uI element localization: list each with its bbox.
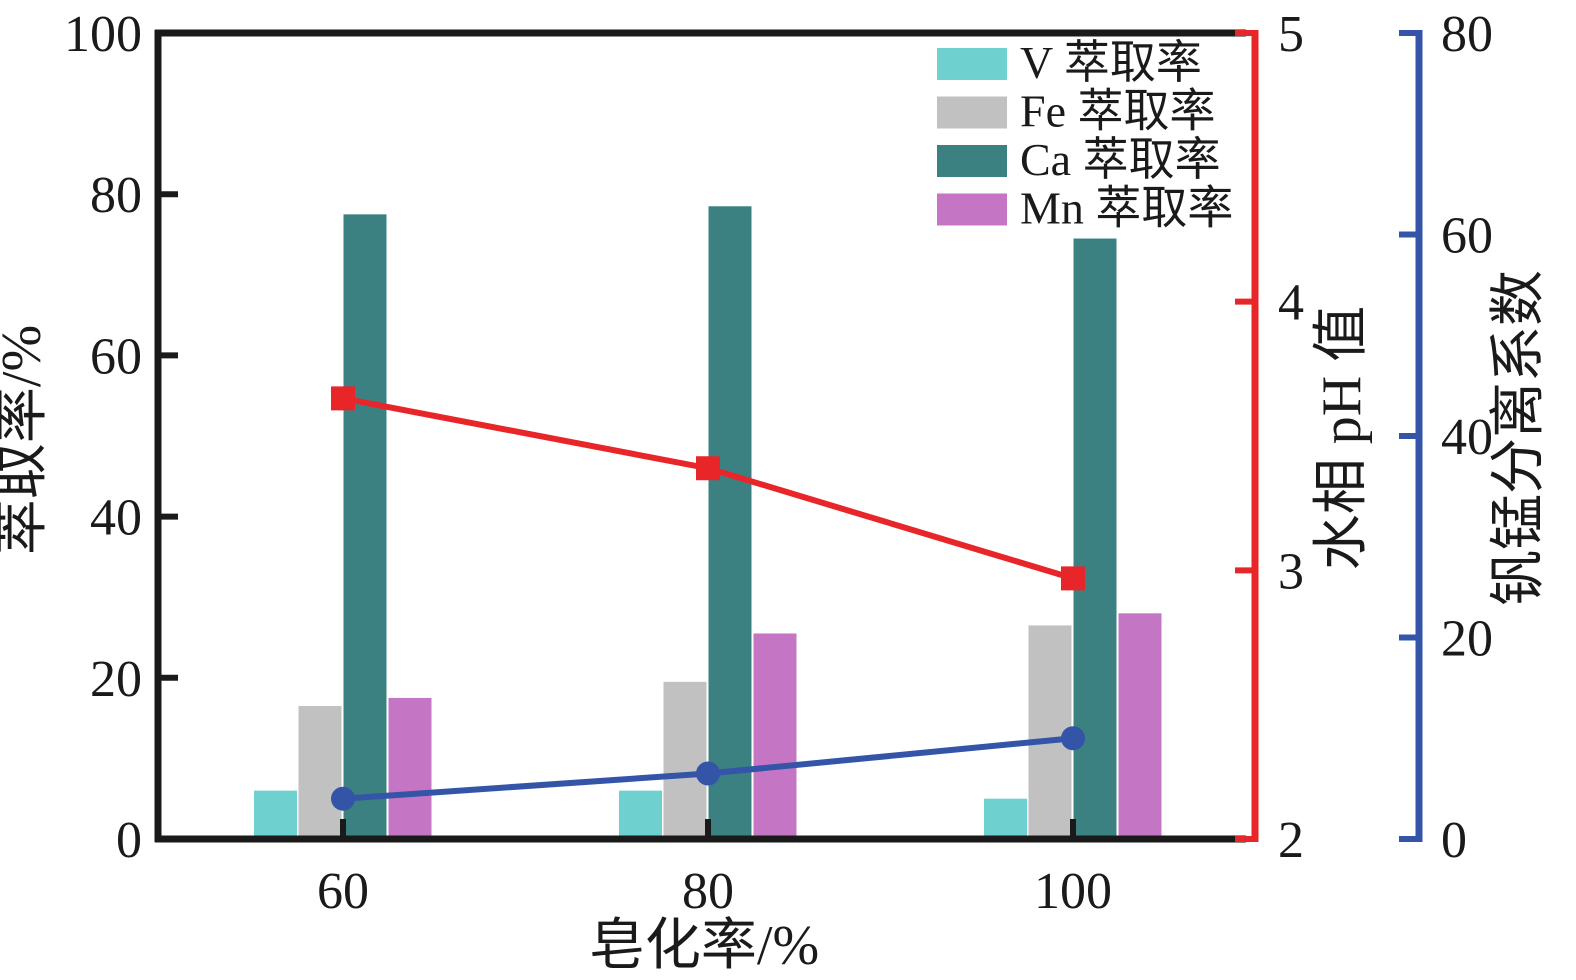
x-axis-title: 皂化率/% bbox=[589, 915, 819, 977]
marker-ph-60 bbox=[331, 386, 355, 411]
bar-ca-60 bbox=[343, 214, 387, 840]
legend-label-mn: Mn 萃取率 bbox=[1020, 183, 1233, 234]
x-tick-label-100: 100 bbox=[1034, 863, 1112, 920]
legend-swatch-ca bbox=[937, 145, 1007, 177]
bar-mn-100 bbox=[1118, 613, 1162, 839]
x-tick-label-80: 80 bbox=[682, 863, 734, 920]
sep-tick-label-80: 80 bbox=[1441, 6, 1493, 63]
bar-v-60 bbox=[254, 790, 297, 839]
bar-mn-60 bbox=[388, 697, 432, 839]
marker-ph-100 bbox=[1061, 566, 1085, 591]
ph-tick-label-5: 5 bbox=[1278, 6, 1304, 63]
sep-tick-label-60: 60 bbox=[1441, 208, 1493, 265]
axes-layer: 0 20 40 60 80 100 60 80 100 2 3 4 5 0 20 40 60 80 bbox=[64, 6, 1493, 920]
line-ph bbox=[342, 395, 1074, 582]
legend-label-v: V 萃取率 bbox=[1020, 37, 1202, 88]
y-left-tick-label-80: 80 bbox=[90, 167, 142, 224]
y-left-tick-label-0: 0 bbox=[116, 812, 142, 869]
legend-swatch-fe bbox=[937, 96, 1007, 129]
y-left-tick-label-100: 100 bbox=[64, 6, 142, 63]
y-axis-title-sep: 钒锰分离系数 bbox=[1488, 270, 1550, 606]
legend-swatch-mn bbox=[937, 193, 1007, 226]
legend-label-fe: Fe 萃取率 bbox=[1020, 86, 1216, 137]
bar-ca-100 bbox=[1073, 238, 1117, 839]
bar-ca-80 bbox=[708, 206, 752, 840]
bar-fe-80 bbox=[663, 681, 707, 839]
y-axis-title-left: 萃取率/% bbox=[0, 325, 53, 555]
sep-tick-label-0: 0 bbox=[1441, 812, 1467, 869]
ph-tick-label-2: 2 bbox=[1278, 812, 1304, 869]
marker-sep-80 bbox=[696, 761, 720, 786]
y-left-tick-label-20: 20 bbox=[90, 651, 142, 708]
marker-ph-80 bbox=[696, 456, 720, 481]
bar-mn-80 bbox=[753, 633, 797, 839]
bar-v-80 bbox=[619, 790, 662, 839]
x-tick-label-60: 60 bbox=[317, 863, 369, 920]
ph-tick-label-3: 3 bbox=[1278, 543, 1304, 600]
bar-v-100 bbox=[984, 798, 1027, 839]
bar-fe-60 bbox=[298, 706, 342, 839]
sep-tick-label-20: 20 bbox=[1441, 611, 1493, 668]
legend-label-ca: Ca 萃取率 bbox=[1020, 134, 1221, 185]
marker-sep-60 bbox=[331, 786, 355, 811]
lines-layer bbox=[331, 386, 1085, 811]
sep-tick-label-40: 40 bbox=[1441, 409, 1493, 466]
y-left-tick-label-40: 40 bbox=[90, 490, 142, 547]
marker-sep-100 bbox=[1061, 726, 1085, 751]
ph-tick-label-4: 4 bbox=[1278, 275, 1304, 332]
y-left-tick-label-60: 60 bbox=[90, 328, 142, 385]
y-axis-title-ph: 水相 pH 值 bbox=[1311, 306, 1373, 570]
legend-swatch-v bbox=[937, 48, 1007, 80]
